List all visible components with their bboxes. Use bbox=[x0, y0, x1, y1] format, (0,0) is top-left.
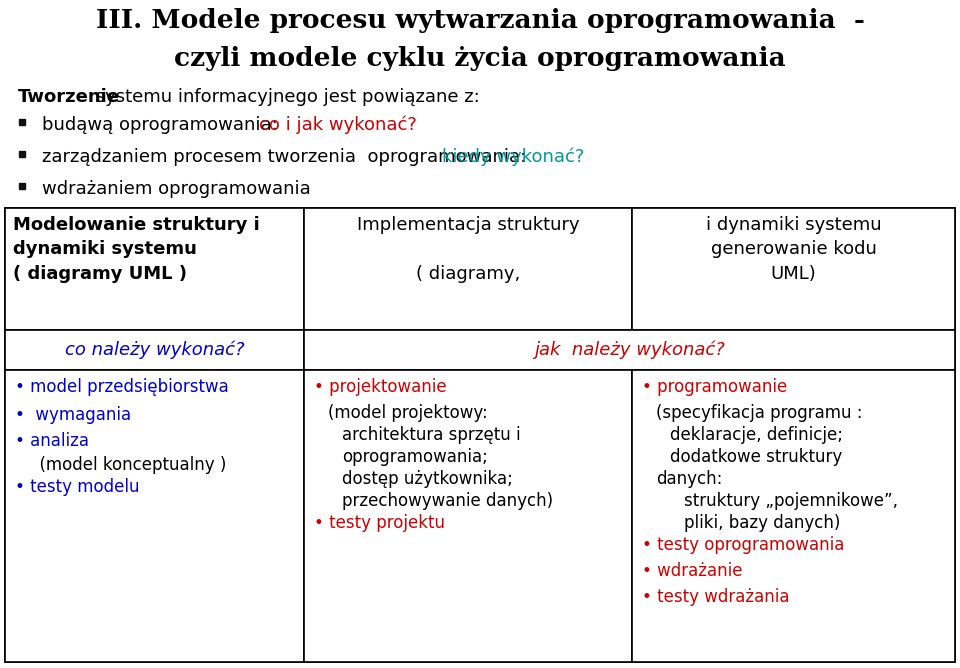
Text: danych:: danych: bbox=[656, 470, 722, 488]
Text: • programowanie: • programowanie bbox=[642, 378, 787, 396]
Text: dostęp użytkownika;: dostęp użytkownika; bbox=[343, 470, 514, 488]
Text: • testy wdrażania: • testy wdrażania bbox=[642, 588, 789, 606]
Text: (specyfikacja programu :: (specyfikacja programu : bbox=[656, 404, 862, 422]
Text: •  wymagania: • wymagania bbox=[15, 406, 132, 424]
Text: deklaracje, definicje;: deklaracje, definicje; bbox=[670, 426, 843, 444]
Text: pliki, bazy danych): pliki, bazy danych) bbox=[684, 514, 840, 532]
Bar bbox=[304, 330, 955, 370]
Bar bbox=[5, 208, 955, 662]
Bar bbox=[632, 370, 955, 662]
Text: kiedy wykonać?: kiedy wykonać? bbox=[442, 148, 585, 166]
Text: co i jak wykonać?: co i jak wykonać? bbox=[259, 116, 417, 134]
Text: • testy modelu: • testy modelu bbox=[15, 478, 139, 496]
Text: oprogramowania;: oprogramowania; bbox=[343, 448, 488, 466]
Text: • testy projektu: • testy projektu bbox=[314, 514, 445, 532]
Text: wdrażaniem oprogramowania: wdrażaniem oprogramowania bbox=[42, 180, 311, 198]
Text: Modelowanie struktury i
dynamiki systemu
( diagramy UML ): Modelowanie struktury i dynamiki systemu… bbox=[13, 216, 260, 283]
Text: czyli modele cyklu życia oprogramowania: czyli modele cyklu życia oprogramowania bbox=[174, 46, 786, 71]
Text: • testy oprogramowania: • testy oprogramowania bbox=[642, 536, 845, 554]
Text: III. Modele procesu wytwarzania oprogramowania  -: III. Modele procesu wytwarzania oprogram… bbox=[96, 8, 864, 33]
Text: • wdrażanie: • wdrażanie bbox=[642, 562, 742, 580]
Text: co należy wykonać?: co należy wykonać? bbox=[65, 341, 245, 359]
Bar bbox=[304, 370, 632, 662]
Text: dodatkowe struktury: dodatkowe struktury bbox=[670, 448, 842, 466]
Bar bbox=[5, 208, 304, 330]
Text: • projektowanie: • projektowanie bbox=[314, 378, 446, 396]
Text: zarządzaniem procesem tworzenia  oprogramowania:: zarządzaniem procesem tworzenia oprogram… bbox=[42, 148, 532, 166]
Text: (model projektowy:: (model projektowy: bbox=[328, 404, 488, 422]
Text: architektura sprzętu i: architektura sprzętu i bbox=[343, 426, 521, 444]
Text: przechowywanie danych): przechowywanie danych) bbox=[343, 492, 553, 510]
Text: Tworzenie: Tworzenie bbox=[18, 88, 120, 106]
Bar bbox=[5, 370, 304, 662]
Text: Implementacja struktury

( diagramy,: Implementacja struktury ( diagramy, bbox=[357, 216, 580, 283]
Bar bbox=[632, 208, 955, 330]
Text: • analiza: • analiza bbox=[15, 432, 89, 450]
Text: budąwą oprogramowania:: budąwą oprogramowania: bbox=[42, 116, 283, 134]
Text: i dynamiki systemu
generowanie kodu
UML): i dynamiki systemu generowanie kodu UML) bbox=[706, 216, 881, 283]
Text: jak  należy wykonać?: jak należy wykonać? bbox=[535, 341, 725, 359]
Bar bbox=[304, 208, 632, 330]
Text: (model konceptualny ): (model konceptualny ) bbox=[29, 456, 227, 474]
Text: systemu informacyjnego jest powiązane z:: systemu informacyjnego jest powiązane z: bbox=[90, 88, 480, 106]
Bar bbox=[5, 330, 304, 370]
Text: • model przedsiębiorstwa: • model przedsiębiorstwa bbox=[15, 378, 228, 396]
Text: struktury „pojemnikowe”,: struktury „pojemnikowe”, bbox=[684, 492, 898, 510]
